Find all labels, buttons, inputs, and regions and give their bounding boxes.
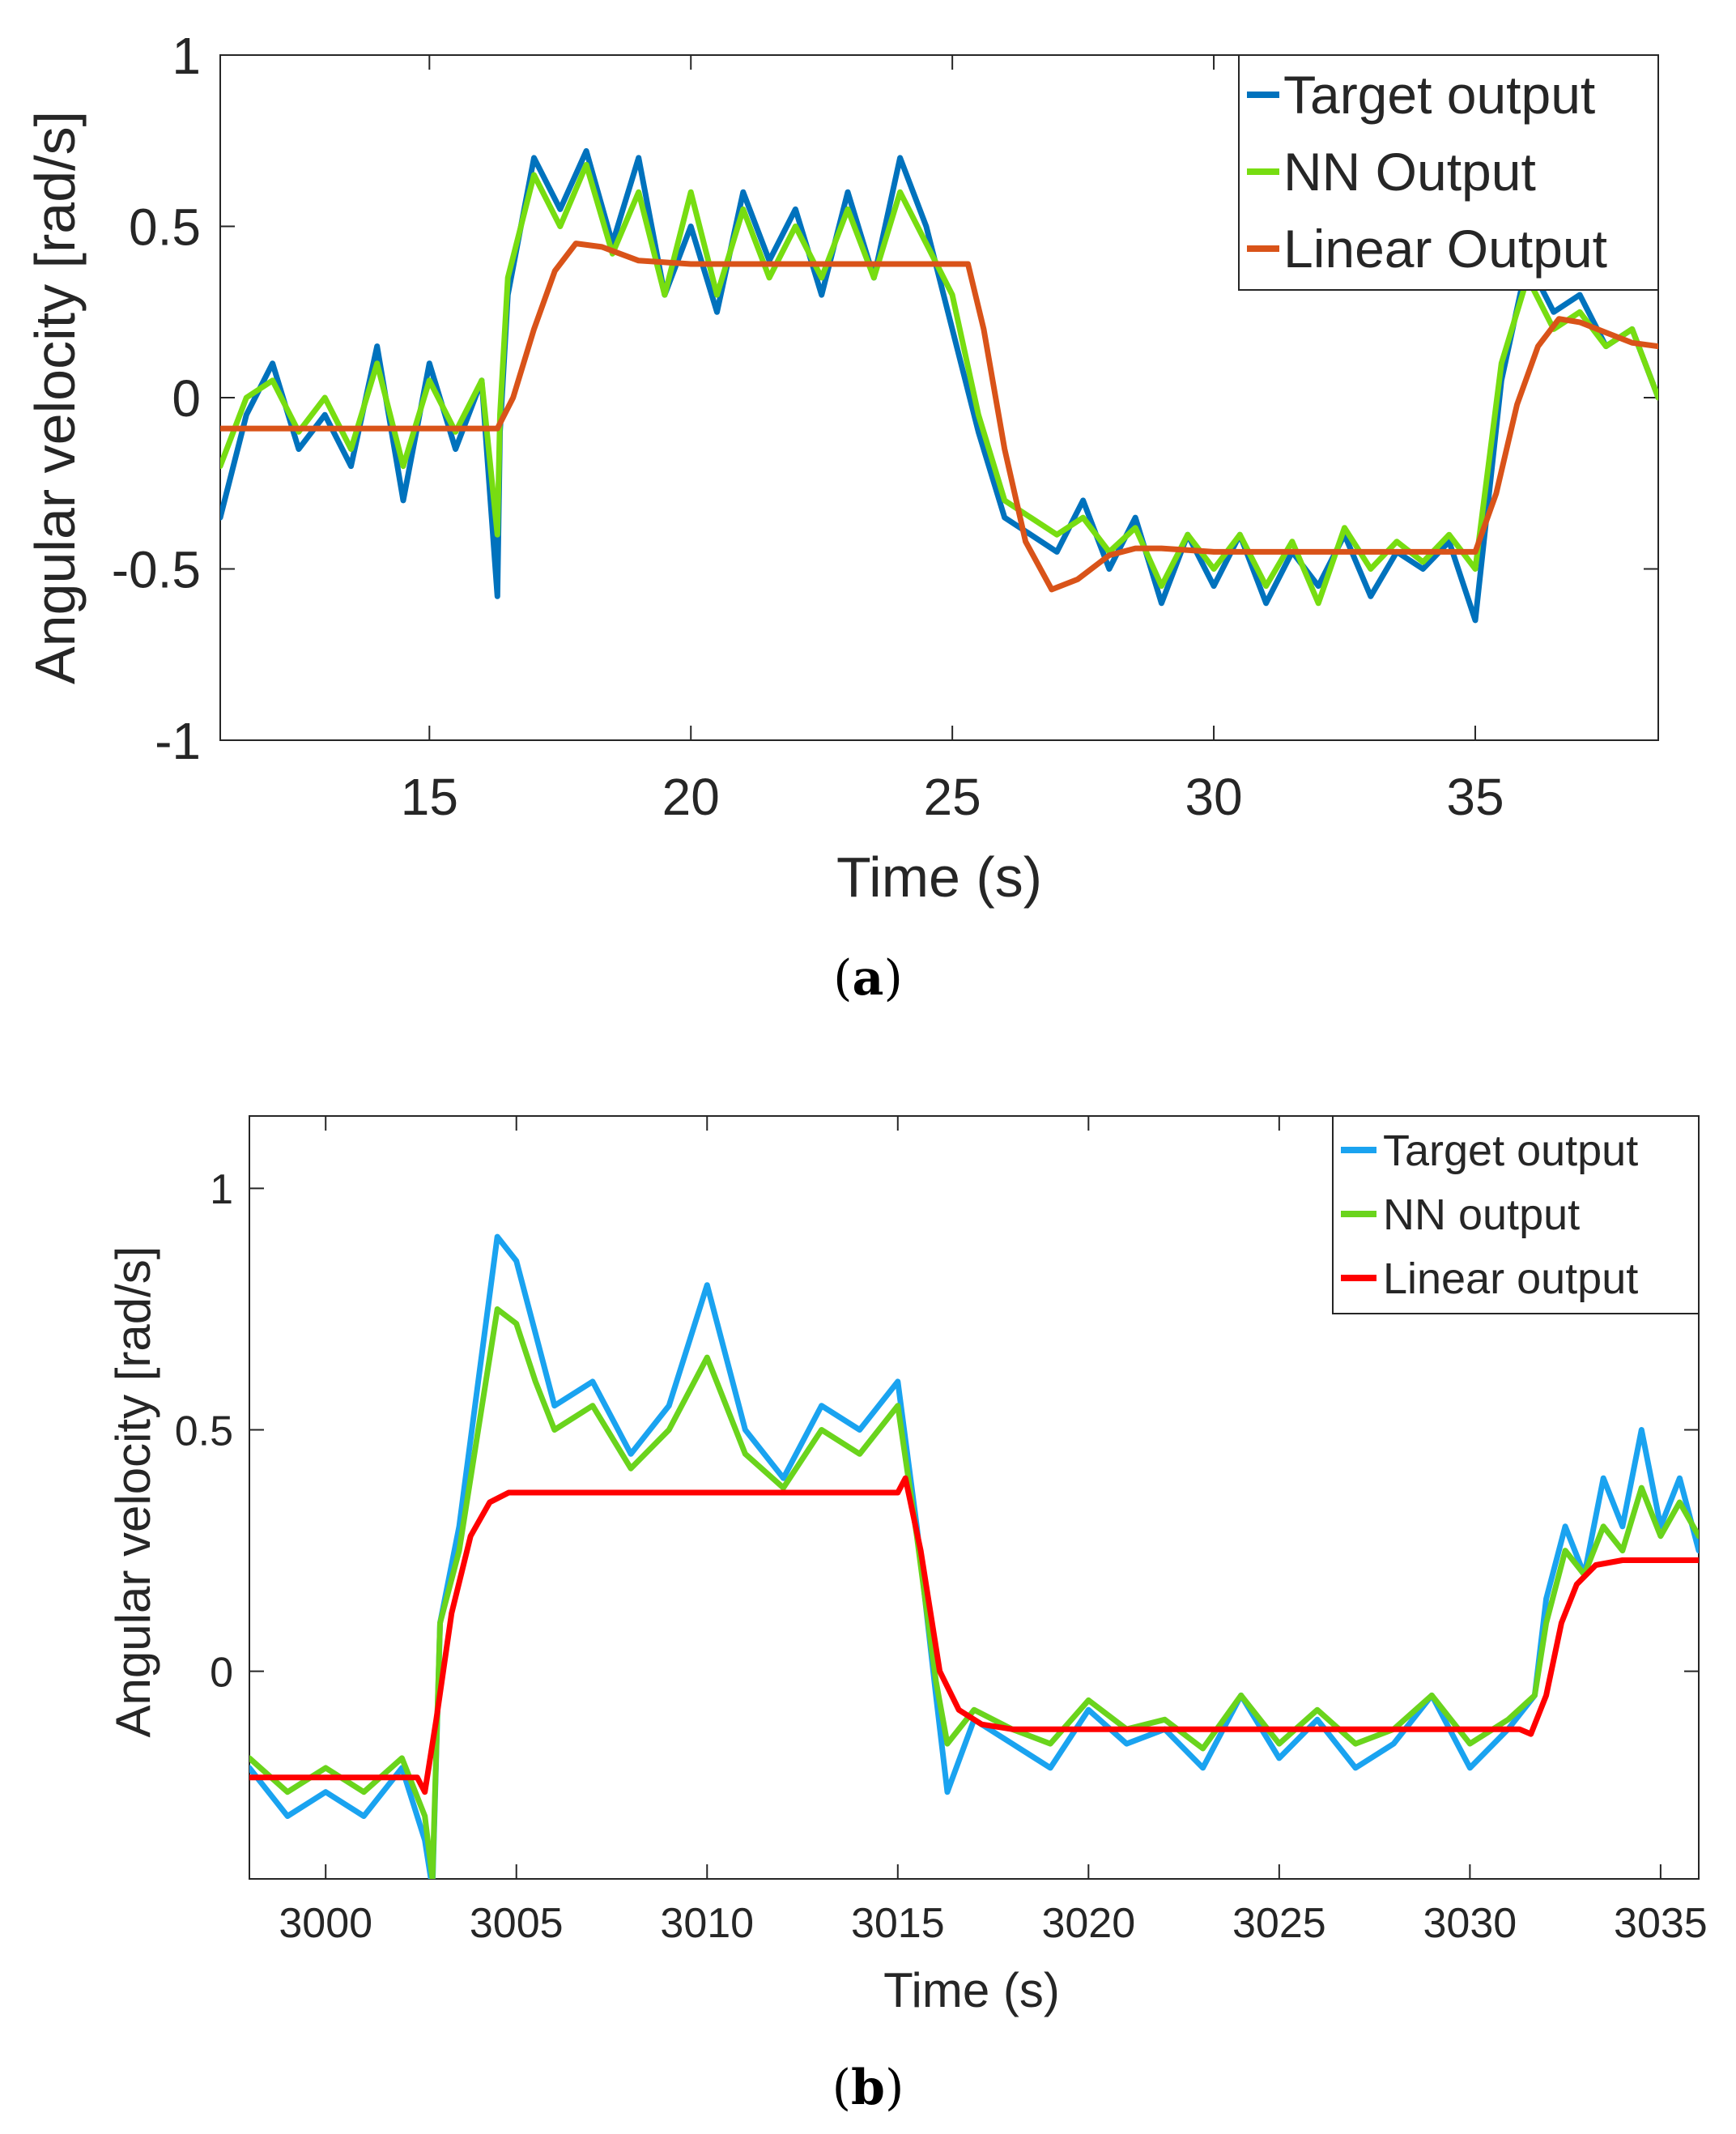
plot-b-ylabel: Angular velocity [rad/s] [106, 1246, 160, 1738]
legend-a: Target output NN Output Linear Output [1238, 54, 1659, 291]
legend-b-label-nn: NN output [1383, 1191, 1580, 1239]
series-line-linear-output [249, 1475, 1699, 1795]
plot-a-lines [220, 147, 1658, 624]
x-tick-label: 20 [662, 768, 720, 826]
y-tick-label: -0.5 [112, 541, 201, 599]
legend-a-box [1238, 54, 1659, 291]
panel-b-caption-letter: b [851, 2059, 885, 2116]
y-tick-label: 0 [210, 1649, 233, 1696]
plot-b-ticks: 3000 3005 3010 3015 3020 3025 3030 3035 0 0.5 1 [175, 1116, 1708, 1947]
y-tick-label: -1 [155, 712, 201, 770]
x-tick-label: 35 [1446, 768, 1504, 826]
x-tick-label: 3000 [279, 1900, 372, 1947]
panel-a-caption: (a) [833, 950, 903, 1007]
x-tick-label: 3010 [660, 1900, 754, 1947]
x-tick-label: 3030 [1423, 1900, 1517, 1947]
series-line-nn-output [249, 1306, 1699, 1879]
panel-b-caption: (b) [832, 2059, 904, 2116]
plot-a-xlabel: Time (s) [836, 846, 1042, 909]
series-line-linear-output [220, 241, 1658, 593]
plot-a-ticks: 15 20 25 30 35 -1 -0.5 0 0.5 1 [112, 27, 1658, 826]
x-tick-label: 3035 [1614, 1900, 1708, 1947]
x-tick-label: 3015 [851, 1900, 945, 1947]
plot-b-xlabel: Time (s) [883, 1963, 1060, 2017]
y-tick-label: 0 [172, 369, 201, 428]
series-line-target-output [220, 147, 1658, 624]
x-tick-label: 3020 [1041, 1900, 1135, 1947]
legend-a-label-linear: Linear Output [1283, 219, 1607, 279]
x-tick-label: 15 [401, 768, 458, 826]
x-tick-label: 3025 [1232, 1900, 1326, 1947]
x-tick-label: 3005 [470, 1900, 564, 1947]
legend-b-label-linear: Linear output [1383, 1254, 1638, 1303]
legend-b-label-target: Target output [1383, 1127, 1638, 1175]
y-tick-label: 1 [210, 1166, 233, 1213]
panel-b: 3000 3005 3010 3015 3020 3025 3030 3035 0 0.5 1 Ti… [106, 1115, 1708, 2116]
x-tick-label: 30 [1185, 768, 1242, 826]
y-tick-label: 0.5 [175, 1408, 233, 1455]
legend-a-label-target: Target output [1283, 65, 1595, 125]
y-tick-label: 0.5 [129, 198, 201, 257]
plot-b-lines [249, 1233, 1699, 1879]
legend-a-label-nn: NN Output [1283, 142, 1536, 202]
legend-b: Target output NN output Linear output [1332, 1115, 1700, 1314]
y-tick-label: 1 [172, 27, 201, 85]
x-tick-label: 25 [924, 768, 981, 826]
panel-a: 15 20 25 30 35 -1 -0.5 0 0.5 1 Time (s) Angular v… [23, 27, 1659, 1007]
plot-a-ylabel: Angular velocity [rad/s] [23, 111, 87, 684]
legend-b-box [1332, 1115, 1700, 1314]
panel-a-caption-letter: a [853, 950, 884, 1007]
